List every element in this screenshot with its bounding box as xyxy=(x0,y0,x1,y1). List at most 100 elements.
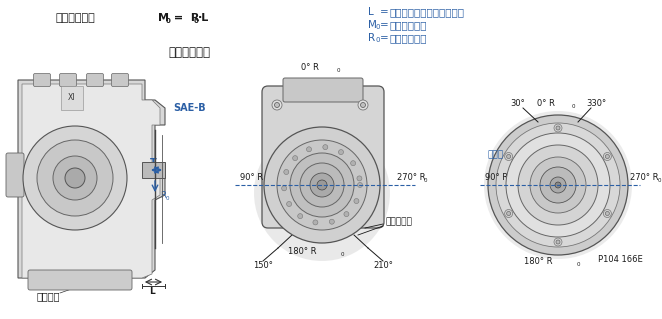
Circle shape xyxy=(287,202,291,206)
Text: 0: 0 xyxy=(166,18,171,24)
Text: 0: 0 xyxy=(424,177,428,182)
Circle shape xyxy=(504,210,512,218)
Circle shape xyxy=(554,238,562,246)
Text: R: R xyxy=(368,33,375,43)
Circle shape xyxy=(53,156,97,200)
Polygon shape xyxy=(22,84,160,278)
FancyBboxPatch shape xyxy=(87,73,103,86)
Circle shape xyxy=(23,126,127,230)
Text: 0: 0 xyxy=(376,37,381,43)
Circle shape xyxy=(65,168,85,188)
Text: SAE-B: SAE-B xyxy=(173,103,206,113)
Text: M: M xyxy=(158,13,169,23)
Text: 最大径向负载: 最大径向负载 xyxy=(390,33,428,43)
Circle shape xyxy=(358,100,368,110)
Text: 0: 0 xyxy=(510,177,514,182)
FancyBboxPatch shape xyxy=(28,270,132,290)
Circle shape xyxy=(555,182,561,188)
Circle shape xyxy=(284,169,289,174)
Circle shape xyxy=(307,147,312,152)
Text: 330°: 330° xyxy=(586,99,606,108)
Circle shape xyxy=(556,240,560,244)
Text: =: = xyxy=(380,20,389,30)
Circle shape xyxy=(506,211,510,216)
Circle shape xyxy=(357,182,363,188)
Text: 0: 0 xyxy=(267,177,271,182)
Text: P104 166E: P104 166E xyxy=(598,256,643,264)
FancyBboxPatch shape xyxy=(283,78,363,102)
Text: 270° R: 270° R xyxy=(397,173,426,182)
Circle shape xyxy=(290,153,354,217)
Text: 90° R: 90° R xyxy=(485,173,508,182)
Text: 0: 0 xyxy=(194,18,199,24)
FancyBboxPatch shape xyxy=(262,86,384,228)
Text: =  R: = R xyxy=(170,13,199,23)
Text: 0: 0 xyxy=(337,69,340,73)
Circle shape xyxy=(281,186,287,191)
Circle shape xyxy=(518,145,598,225)
Circle shape xyxy=(358,205,368,215)
Text: 0: 0 xyxy=(376,24,381,30)
Text: 斜盘旋转轴: 斜盘旋转轴 xyxy=(385,218,412,226)
Text: 0: 0 xyxy=(572,103,575,108)
Text: 210°: 210° xyxy=(373,261,393,270)
Circle shape xyxy=(554,124,562,132)
Circle shape xyxy=(488,115,628,255)
Text: 0° R: 0° R xyxy=(537,99,555,108)
Text: 0: 0 xyxy=(341,253,344,257)
Circle shape xyxy=(504,152,512,160)
Circle shape xyxy=(530,157,586,213)
Text: T: T xyxy=(150,158,156,168)
Text: 0: 0 xyxy=(577,263,581,268)
Circle shape xyxy=(264,127,380,243)
FancyBboxPatch shape xyxy=(6,153,24,197)
Circle shape xyxy=(298,214,303,219)
FancyBboxPatch shape xyxy=(60,73,77,86)
Text: 0° R: 0° R xyxy=(301,63,319,72)
Circle shape xyxy=(323,145,328,150)
Circle shape xyxy=(275,207,279,212)
Circle shape xyxy=(496,123,620,247)
Circle shape xyxy=(37,140,113,216)
Circle shape xyxy=(313,220,318,225)
Circle shape xyxy=(361,207,365,212)
FancyBboxPatch shape xyxy=(111,73,128,86)
Text: 0: 0 xyxy=(166,197,169,202)
Text: M: M xyxy=(368,20,377,30)
Circle shape xyxy=(605,211,609,216)
Polygon shape xyxy=(18,80,165,278)
Text: 安装法兰: 安装法兰 xyxy=(37,291,60,301)
Text: L: L xyxy=(149,286,155,295)
Text: L: L xyxy=(368,7,374,17)
Circle shape xyxy=(361,102,365,108)
Text: =: = xyxy=(380,7,389,17)
Circle shape xyxy=(272,100,282,110)
Circle shape xyxy=(310,173,334,197)
Circle shape xyxy=(293,156,298,161)
Text: 径向负载公式: 径向负载公式 xyxy=(55,13,95,23)
Text: 30°: 30° xyxy=(510,99,526,108)
Circle shape xyxy=(277,140,367,230)
Circle shape xyxy=(351,161,355,166)
Circle shape xyxy=(550,177,566,193)
Circle shape xyxy=(354,198,359,204)
Text: 180° R: 180° R xyxy=(524,257,553,266)
Circle shape xyxy=(275,102,279,108)
Circle shape xyxy=(254,125,390,261)
Circle shape xyxy=(506,154,510,159)
Text: XI: XI xyxy=(68,93,75,102)
Circle shape xyxy=(540,167,576,203)
Circle shape xyxy=(484,111,632,259)
Bar xyxy=(142,162,165,178)
Circle shape xyxy=(556,126,560,130)
Circle shape xyxy=(329,219,334,224)
Circle shape xyxy=(338,150,344,155)
FancyBboxPatch shape xyxy=(34,73,50,86)
Circle shape xyxy=(317,180,327,190)
Text: 主轴负载方向: 主轴负载方向 xyxy=(168,46,210,58)
Circle shape xyxy=(272,205,282,215)
Circle shape xyxy=(344,211,349,217)
Text: 150°: 150° xyxy=(253,261,273,270)
Circle shape xyxy=(603,210,612,218)
Circle shape xyxy=(605,154,609,159)
